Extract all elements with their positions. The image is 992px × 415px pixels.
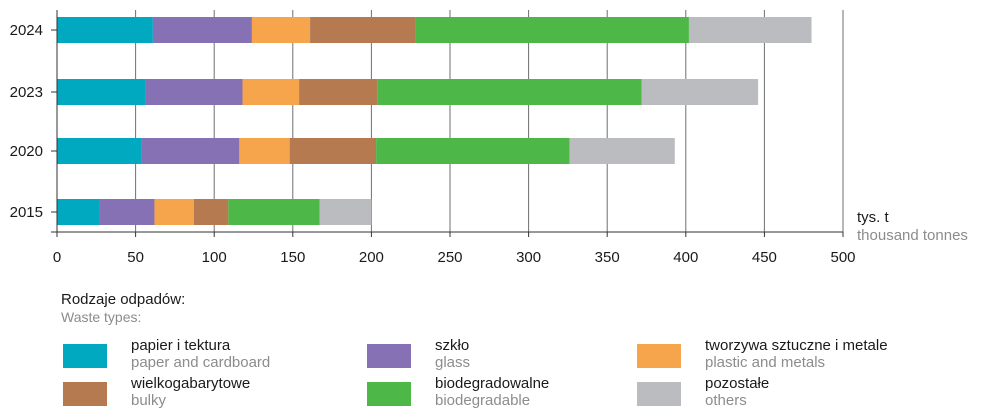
bar-segment [289, 138, 377, 164]
x-tick-label: 50 [127, 249, 144, 266]
legend-label-en: plastic and metals [705, 354, 826, 371]
legend-title: Rodzaje odpadów: [61, 291, 186, 308]
unit-label-en: thousand tonnes [857, 227, 968, 244]
bar-segment [99, 199, 155, 225]
x-tick-label: 500 [830, 249, 855, 266]
legend-label-en: biodegradable [435, 392, 531, 409]
bar-segment [377, 79, 642, 105]
x-tick-label: 300 [516, 249, 541, 266]
x-tick-label: 100 [202, 249, 227, 266]
bar-segment [242, 79, 300, 105]
x-tick-label: 250 [437, 249, 462, 266]
legend-label: biodegradowalne [435, 375, 550, 392]
bar-segment [569, 138, 675, 164]
bars [57, 17, 812, 225]
legend-swatch [637, 344, 681, 368]
unit-label: tys. t [857, 209, 890, 226]
x-tick-label: 0 [53, 249, 61, 266]
x-tick-label: 150 [280, 249, 305, 266]
bar-segment [57, 138, 142, 164]
bar-segment [415, 17, 689, 43]
bar-segment [641, 79, 759, 105]
y-tick-label: 2020 [10, 143, 43, 160]
bar-segment [152, 17, 252, 43]
bar-segment [57, 79, 146, 105]
bar-segment [57, 199, 100, 225]
y-tick-label: 2024 [10, 22, 43, 39]
legend-label-en: others [705, 392, 747, 409]
x-tick-label: 200 [359, 249, 384, 266]
bar-segment [57, 17, 153, 43]
x-tick-label: 350 [595, 249, 620, 266]
legend-label: pozostałe [705, 375, 770, 392]
legend-swatch [367, 344, 411, 368]
stacked-bar-chart: 0 50 100 150 200 250 300 350 400 450 500 2024 2023 20… [10, 10, 968, 266]
x-tick-label: 400 [673, 249, 698, 266]
legend-label-en: paper and cardboard [131, 354, 271, 371]
bar-segment [141, 138, 240, 164]
bar-segment [193, 199, 229, 225]
bar-segment [228, 199, 320, 225]
legend-swatch [63, 382, 107, 406]
bar-segment [688, 17, 812, 43]
axes: 0 50 100 150 200 250 300 350 400 450 500 2024 2023 20… [10, 10, 856, 266]
bar-segment [310, 17, 416, 43]
bar-segment [299, 79, 378, 105]
legend-label: wielkogabarytowe [131, 375, 251, 392]
legend-label-en: bulky [131, 392, 167, 409]
legend-swatch [63, 344, 107, 368]
bar-segment [376, 138, 570, 164]
legend-label: szkło [435, 337, 470, 354]
legend-title-en: Waste types: [61, 309, 142, 325]
y-tick-label: 2023 [10, 84, 43, 101]
x-tick-label: 450 [752, 249, 777, 266]
bar-segment [239, 138, 290, 164]
bar-segment [145, 79, 243, 105]
legend-swatch [367, 382, 411, 406]
legend-label-en: glass [435, 354, 471, 371]
y-tick-label: 2015 [10, 204, 43, 221]
gridlines [135, 10, 844, 232]
legend-label: papier i tektura [131, 337, 231, 354]
legend-swatch [637, 382, 681, 406]
legend-label: tworzywa sztuczne i metale [705, 337, 888, 354]
bar-segment [251, 17, 311, 43]
bar-segment [319, 199, 372, 225]
bar-segment [154, 199, 194, 225]
